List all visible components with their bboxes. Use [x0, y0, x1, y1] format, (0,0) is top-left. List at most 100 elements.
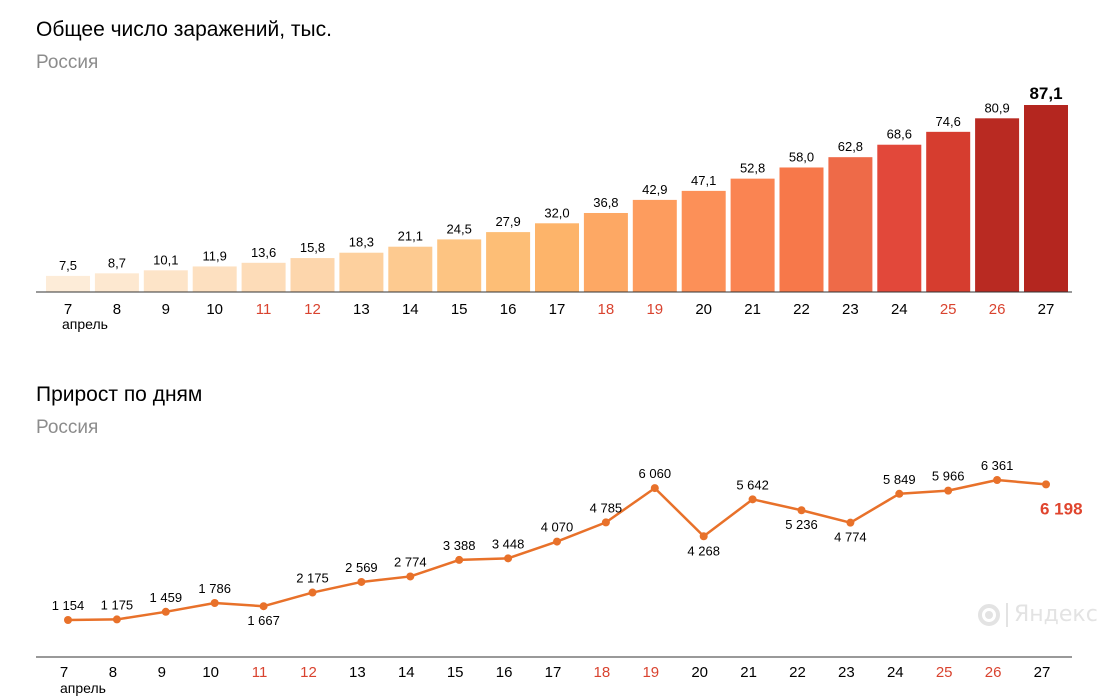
- data-point-20: [699, 532, 708, 541]
- bar-7: [46, 275, 90, 292]
- watermark-text: Яндекс: [1014, 602, 1098, 627]
- data-point-22: [797, 506, 806, 515]
- data-point-10: [210, 599, 219, 608]
- x-tick-label: 8: [109, 664, 117, 681]
- point-value-label: 6 198: [1040, 499, 1083, 518]
- bar-value-label: 8,7: [108, 255, 126, 270]
- bar-21: [730, 178, 775, 292]
- data-point-16: [504, 554, 513, 563]
- x-tick-label: 14: [398, 664, 415, 681]
- x-tick-label: 13: [349, 664, 366, 681]
- bar-value-label: 58,0: [789, 149, 814, 164]
- point-value-label: 5 642: [736, 477, 769, 492]
- bar-value-label: 13,6: [251, 245, 276, 260]
- point-value-label: 1 175: [101, 597, 134, 612]
- x-tick-label: 9: [162, 301, 170, 318]
- x-tick-label: 22: [789, 664, 806, 681]
- bar-14: [388, 246, 433, 292]
- chart2-subtitle: Россия: [36, 417, 99, 438]
- bar-value-label: 27,9: [495, 214, 520, 229]
- bar-11: [241, 262, 286, 292]
- bar-value-label: 74,6: [936, 114, 961, 129]
- x-tick-label: 9: [158, 664, 166, 681]
- x-tick-label: 12: [300, 664, 317, 681]
- point-value-label: 5 849: [883, 472, 916, 487]
- x-tick-label: 16: [500, 301, 517, 318]
- data-point-8: [112, 615, 121, 624]
- point-value-label: 1 667: [247, 613, 280, 628]
- bar-9: [143, 270, 188, 292]
- point-value-label: 5 236: [785, 517, 818, 532]
- data-point-14: [406, 572, 415, 581]
- data-point-12: [308, 588, 317, 597]
- x-tick-label: 27: [1038, 301, 1055, 318]
- bar-value-label: 42,9: [642, 182, 667, 197]
- yandex-logo-icon: [978, 603, 1000, 626]
- point-value-label: 2 569: [345, 560, 378, 575]
- x-tick-label: 25: [936, 664, 953, 681]
- bar-value-label: 68,6: [887, 127, 912, 142]
- yandex-watermark: Яндекс: [978, 602, 1098, 627]
- bar-value-label: 36,8: [593, 195, 618, 210]
- point-value-label: 4 070: [541, 520, 574, 535]
- bar-value-label: 7,5: [59, 258, 77, 273]
- x-tick-label: 21: [740, 664, 757, 681]
- x-tick-label: 19: [642, 664, 659, 681]
- bar-27: [1024, 105, 1068, 292]
- bar-26: [975, 118, 1020, 293]
- x-tick-label: 21: [744, 301, 761, 318]
- bar-13: [339, 252, 384, 292]
- chart1-subtitle: Россия: [36, 52, 99, 73]
- data-point-15: [455, 555, 464, 564]
- bar-value-label: 11,9: [203, 248, 227, 263]
- bar-chart-total-infections: 7,5 8,7 10,1 11,9 13,6 15,8 18,3 21,1 24,5 27,9 32…: [36, 84, 1072, 332]
- x-tick-label: 20: [695, 301, 712, 318]
- bar-22: [779, 167, 824, 292]
- point-value-label: 3 448: [492, 536, 525, 551]
- point-value-label: 3 388: [443, 538, 476, 553]
- x-tick-label: 26: [989, 301, 1006, 318]
- x-tick-label: 15: [447, 664, 464, 681]
- bar-value-label: 10,1: [153, 252, 178, 267]
- x-tick-label: 7: [60, 664, 68, 681]
- point-value-label: 4 774: [834, 530, 867, 545]
- bar-value-label: 80,9: [984, 100, 1009, 115]
- x-tick-label: 15: [451, 301, 468, 318]
- bar-16: [486, 232, 531, 292]
- chart2-title: Прирост по дням: [36, 383, 203, 406]
- x-tick-label: 22: [793, 301, 810, 318]
- data-point-13: [357, 577, 366, 586]
- bar-12: [290, 258, 335, 292]
- x-tick-label: 13: [353, 301, 370, 318]
- point-value-label: 6 060: [639, 466, 672, 481]
- x-tick-label: 27: [1034, 664, 1051, 681]
- bar-value-label: 32,0: [544, 205, 569, 220]
- series-line: [67, 478, 1047, 622]
- bar-17: [535, 223, 579, 292]
- x-tick-label: 17: [549, 301, 566, 318]
- data-point-18: [601, 518, 610, 527]
- bar-value-label: 15,8: [300, 240, 325, 255]
- x-tick-label: 7: [64, 301, 72, 318]
- bar-value-label: 24,5: [447, 221, 472, 236]
- x-tick-label: 10: [206, 301, 223, 318]
- x-tick-label: 16: [496, 664, 513, 681]
- bar-value-label: 47,1: [691, 173, 716, 188]
- x-tick-label: 8: [113, 301, 121, 318]
- x-tick-label: 23: [838, 664, 855, 681]
- point-value-label: 2 175: [296, 571, 329, 586]
- x-tick-label: 11: [252, 664, 268, 681]
- data-point-7: [64, 616, 72, 624]
- point-value-label: 1 786: [198, 581, 231, 596]
- bar-19: [632, 199, 677, 292]
- point-value-label: 1 459: [150, 590, 183, 605]
- x-tick-label: 20: [691, 664, 708, 681]
- bar-24: [877, 144, 922, 292]
- point-value-label: 6 361: [981, 458, 1014, 473]
- bar-value-label: 87,1: [1029, 84, 1062, 103]
- x-tick-label: 24: [891, 301, 908, 318]
- bar-value-label: 52,8: [740, 161, 765, 176]
- x-tick-label: 11: [256, 301, 272, 318]
- chart1-title: Общее число заражений, тыс.: [36, 18, 332, 41]
